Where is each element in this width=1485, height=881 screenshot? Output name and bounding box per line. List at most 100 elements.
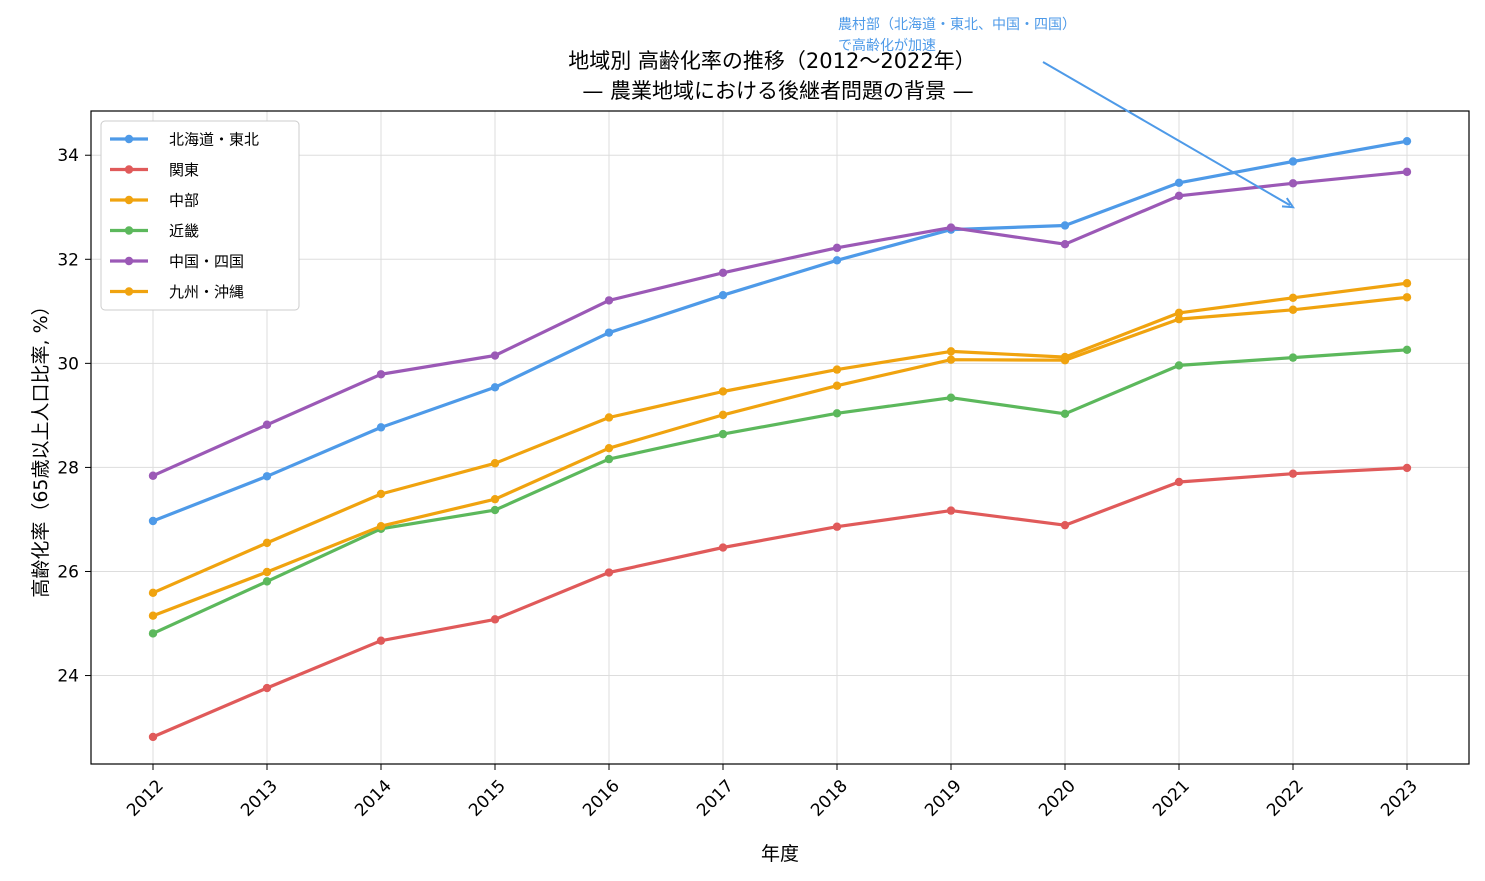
legend-label: 関東 [169,161,199,179]
annotation: 農村部（北海道・東北、中国・四国） で高齢化が加速 [838,17,1295,209]
data-point [376,522,386,531]
data-point [604,568,614,577]
data-point [262,420,272,429]
y-tick-label: 26 [57,562,79,582]
data-point [604,296,614,305]
y-axis-title: 高齢化率（65歳以上人口比率, %） [30,296,52,597]
series-line [151,281,1409,595]
data-point [604,413,614,422]
legend-swatch-marker [124,287,134,296]
series-layer [148,136,1412,742]
data-point [148,732,158,742]
data-point [832,409,842,418]
data-point [1288,305,1298,314]
data-point [604,328,614,337]
data-point [1402,293,1412,302]
series-5 [148,167,1412,480]
legend-swatch-marker [124,134,134,144]
data-point [718,410,728,420]
data-point [376,423,386,432]
legend-item-1: 北海道・東北 [110,131,259,149]
data-point [148,516,158,526]
data-point [604,443,614,453]
data-point [832,243,842,253]
legend-swatch-marker [124,195,134,205]
series-line [151,170,1409,478]
data-point [832,522,842,531]
legend-item-5: 中国・四国 [110,253,244,271]
legend-item-4: 近畿 [110,222,199,240]
series-2 [148,463,1412,742]
series-3 [148,279,1412,598]
plot-frame [90,110,1470,765]
series-4 [148,345,1412,638]
data-point [490,615,500,624]
data-point [376,370,386,379]
data-point [946,347,956,356]
annotation-arrow [1042,61,1291,207]
data-point [1060,520,1070,530]
data-point [1174,191,1184,201]
series-line [151,139,1409,523]
legend-box [100,120,300,311]
data-point [376,489,386,499]
data-point [946,393,956,402]
data-point [718,543,728,552]
data-point [376,636,386,645]
data-point [946,506,956,515]
data-point [490,351,500,360]
data-point [832,256,842,265]
data-point [1060,221,1070,230]
data-point [718,387,728,396]
data-point [1174,477,1184,487]
data-point [490,383,500,392]
legend-label: 近畿 [169,222,199,240]
y-tick-label: 32 [57,250,79,270]
data-point [1174,314,1184,324]
y-tick-label: 34 [57,146,79,166]
series-line [151,295,1409,618]
annotation-text-line-2: で高齢化が加速 [838,37,936,54]
y-tick-label: 24 [57,667,79,687]
data-point [1060,356,1070,365]
series-line [151,466,1409,739]
data-point [1288,179,1298,188]
legend-item-2: 関東 [110,161,199,179]
data-point [490,505,500,515]
data-point [1288,469,1298,478]
series-6 [148,293,1412,620]
data-point [490,494,500,504]
data-point [1060,409,1070,419]
data-point [148,588,158,598]
y-tick-label: 28 [57,458,79,478]
data-point [832,381,842,390]
legend-label: 中部 [169,192,199,210]
data-point [262,472,272,481]
data-point [1402,463,1412,473]
data-point [1174,178,1184,188]
data-point [262,538,272,548]
legend-item-3: 中部 [110,192,199,210]
data-point [718,429,728,439]
data-point [148,471,158,480]
data-point [1402,279,1412,288]
legend-swatch-marker [124,226,134,235]
data-point [1402,345,1412,355]
data-point [946,223,956,232]
annotation-arrowhead [1281,197,1295,209]
data-point [832,365,842,374]
data-point [262,567,272,577]
legend-swatch-marker [124,256,134,266]
data-point [718,290,728,300]
data-point [1288,293,1298,302]
legend-label: 北海道・東北 [169,131,259,149]
legend-item-6: 九州・沖縄 [110,283,244,301]
data-point [1288,157,1298,166]
legend-swatch-marker [124,165,134,174]
data-point [148,611,158,620]
y-tick-label: 30 [57,354,79,374]
data-point [1402,136,1412,146]
legend-label: 中国・四国 [169,253,244,271]
